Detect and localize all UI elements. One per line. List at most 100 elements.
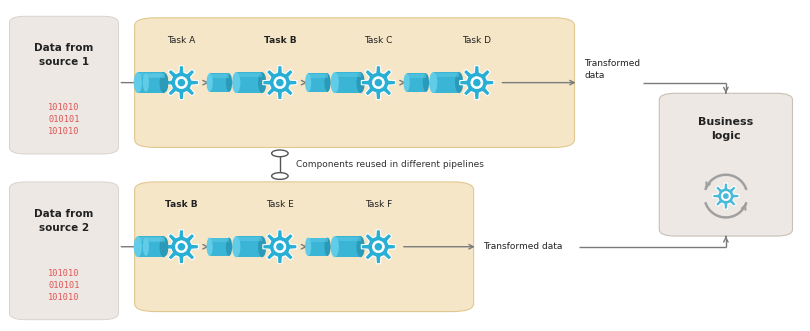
Bar [433,73,459,77]
FancyBboxPatch shape [659,93,792,236]
Text: Task F: Task F [364,200,392,209]
Text: Transformed data: Transformed data [484,242,563,251]
Ellipse shape [207,73,213,92]
Bar [237,72,262,93]
Ellipse shape [373,77,385,89]
Ellipse shape [226,238,232,256]
Bar [138,237,164,242]
Bar [138,72,164,93]
Ellipse shape [143,73,149,92]
Text: Transformed
data: Transformed data [584,60,641,79]
Ellipse shape [429,72,437,93]
Ellipse shape [134,236,142,257]
Text: Data from
source 2: Data from source 2 [34,209,94,232]
Bar [237,237,262,242]
Circle shape [271,150,288,157]
Ellipse shape [473,79,480,86]
Ellipse shape [232,236,241,257]
Text: Task A: Task A [168,36,195,45]
Ellipse shape [276,79,284,86]
Ellipse shape [232,72,241,93]
Ellipse shape [305,73,311,92]
Text: Task D: Task D [463,36,492,45]
Ellipse shape [305,238,311,256]
Bar [138,236,164,257]
Polygon shape [361,230,395,264]
Ellipse shape [356,72,364,93]
Text: Task C: Task C [364,36,393,45]
FancyBboxPatch shape [134,182,474,311]
Text: Task E: Task E [266,200,294,209]
Ellipse shape [403,73,410,92]
Polygon shape [263,66,297,100]
Bar [210,73,229,92]
Circle shape [271,173,288,179]
Polygon shape [713,183,739,209]
Ellipse shape [226,73,232,92]
Text: 101010
010101
101010: 101010 010101 101010 [49,103,79,136]
Ellipse shape [721,192,731,201]
Text: Task B: Task B [165,200,198,209]
Polygon shape [460,66,494,100]
Ellipse shape [330,72,339,93]
Ellipse shape [423,73,429,92]
FancyBboxPatch shape [10,182,118,320]
Text: 101010
010101
101010: 101010 010101 101010 [49,269,79,302]
Ellipse shape [455,72,463,93]
Ellipse shape [258,236,266,257]
Ellipse shape [723,193,729,199]
Text: Business
logic: Business logic [698,117,753,141]
Ellipse shape [162,73,168,92]
Text: Components reused in different pipelines: Components reused in different pipelines [296,160,484,169]
Bar [237,236,262,257]
Bar [407,73,426,92]
Bar [146,238,165,256]
Bar [237,73,262,77]
Ellipse shape [374,243,382,251]
Ellipse shape [258,72,266,93]
Bar [210,238,229,256]
Ellipse shape [177,243,185,251]
Polygon shape [361,66,395,100]
Bar [335,236,360,257]
Ellipse shape [176,241,187,253]
FancyBboxPatch shape [134,18,574,147]
Ellipse shape [325,238,330,256]
Bar [335,237,360,242]
Polygon shape [164,66,198,100]
Ellipse shape [162,238,168,256]
Ellipse shape [330,236,339,257]
Ellipse shape [373,241,385,253]
Bar [146,238,165,242]
Polygon shape [263,230,297,264]
Ellipse shape [176,77,187,89]
Ellipse shape [207,238,213,256]
Bar [146,74,165,78]
Bar [308,238,327,242]
Ellipse shape [160,236,168,257]
Bar [210,74,229,78]
Bar [308,73,327,92]
Ellipse shape [134,72,142,93]
Bar [308,74,327,78]
Bar [335,73,360,77]
Bar [138,73,164,77]
Text: Task B: Task B [263,36,296,45]
Bar [308,238,327,256]
Bar [433,72,459,93]
Bar [146,73,165,92]
FancyBboxPatch shape [10,16,118,154]
Ellipse shape [160,72,168,93]
Ellipse shape [471,77,483,89]
Bar [335,72,360,93]
Ellipse shape [356,236,364,257]
Ellipse shape [143,238,149,256]
Ellipse shape [374,79,382,86]
Ellipse shape [274,241,286,253]
Bar [210,238,229,242]
Ellipse shape [274,77,286,89]
Text: Data from
source 1: Data from source 1 [34,43,94,67]
Ellipse shape [177,79,185,86]
Ellipse shape [276,243,284,251]
Polygon shape [164,230,198,264]
